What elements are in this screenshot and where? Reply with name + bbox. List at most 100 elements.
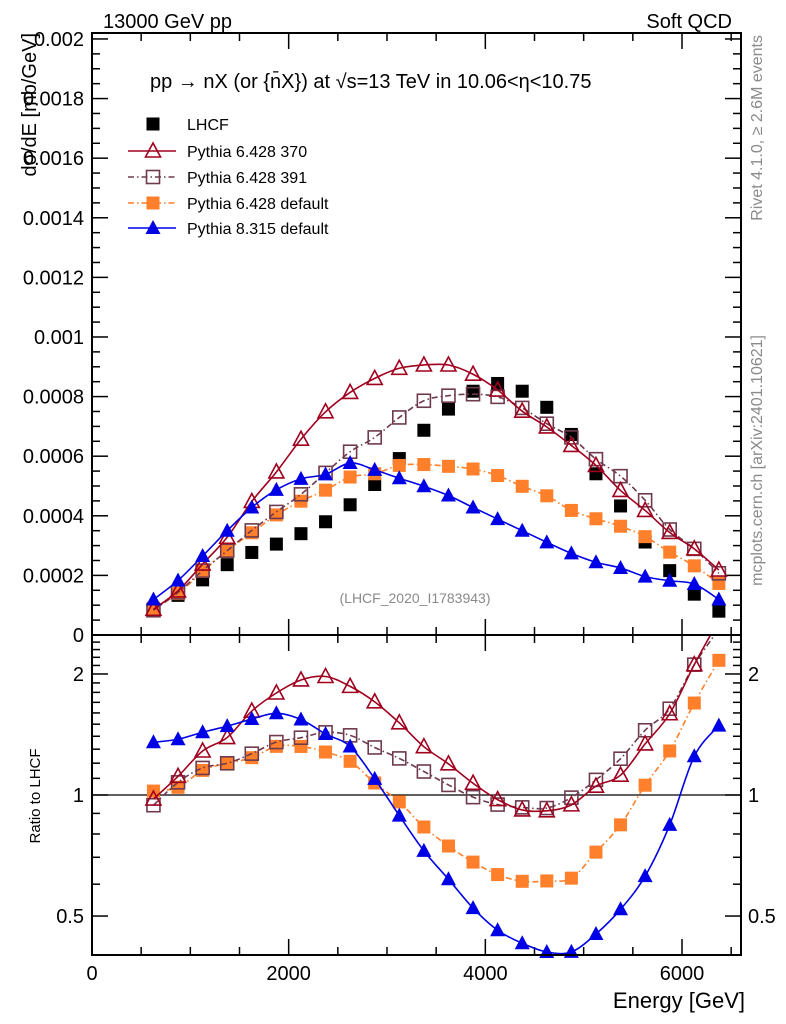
ratio-point-pythia-6-428-391 [613, 751, 628, 767]
ratio-point-pythia-8-315-default [145, 734, 161, 749]
ratio-point-pythia-8-315-default [268, 705, 284, 720]
data-point-pythia-6-428-391 [391, 410, 407, 425]
ratio-point-pythia-6-428-370 [636, 734, 654, 751]
ratio-point-pythia-8-315-default [613, 901, 629, 916]
ratio-point-pythia-6-428-default [515, 874, 529, 888]
y-tick-label: 0.0014 [23, 208, 84, 230]
ratio-point-pythia-6-428-370 [488, 789, 507, 807]
data-point-pythia-6-428-370 [292, 429, 310, 447]
mcplots-note: mcplots.cern.ch [arXiv:2401.10621] [749, 335, 766, 586]
data-point-pythia-6-428-391 [490, 389, 505, 405]
data-point-pythia-6-428-default [589, 512, 603, 526]
legend-label-pythia-6-428-370: Pythia 6.428 370 [187, 144, 307, 161]
ratio-point-pythia-8-315-default [342, 738, 358, 753]
ratio-point-pythia-6-428-default [319, 745, 333, 759]
ratio-point-pythia-8-315-default [662, 816, 678, 831]
data-point-pythia-8-315-default [170, 572, 186, 587]
ratio-point-pythia-6-428-370 [439, 754, 458, 771]
data-point-pythia-8-315-default [465, 499, 481, 514]
ratio-point-pythia-6-428-391 [293, 730, 309, 746]
data-point-pythia-6-428-default [319, 483, 333, 497]
main-y-axis-label: dσ/dE [mb/GeV] [19, 33, 41, 177]
data-point-pythia-6-428-default [343, 470, 357, 484]
ratio-y-tick-label-left: 0.5 [56, 906, 84, 928]
ratio-point-pythia-8-315-default [367, 770, 383, 785]
ratio-point-pythia-8-315-default [244, 711, 260, 726]
data-point-pythia-6-428-391 [564, 430, 579, 445]
ratio-point-pythia-6-428-default [196, 763, 210, 777]
data-point-pythia-8-315-default [637, 568, 653, 583]
ratio-point-pythia-8-315-default [686, 748, 702, 763]
ratio-y-tick-label-left: 1 [73, 785, 84, 807]
data-point-pythia-6-428-370 [390, 358, 409, 376]
data-point-pythia-8-315-default [686, 576, 702, 591]
data-point-lhcf [515, 384, 529, 398]
y-tick-label: 0.0008 [23, 387, 84, 409]
data-point-pythia-6-428-default [392, 458, 406, 472]
y-tick-label: 0.0006 [23, 446, 84, 468]
data-point-pythia-8-315-default [613, 559, 629, 574]
ratio-point-pythia-6-428-default [564, 871, 578, 885]
ratio-line-pythia-6-428-default [153, 659, 720, 883]
data-point-pythia-8-315-default [244, 499, 260, 514]
ratio-point-pythia-8-315-default [170, 731, 186, 746]
data-point-pythia-8-315-default [711, 591, 727, 606]
data-point-pythia-6-428-default [441, 459, 455, 473]
ratio-point-pythia-6-428-default [540, 874, 554, 888]
data-point-pythia-6-428-370 [513, 401, 532, 418]
ratio-point-pythia-6-428-391 [367, 740, 383, 755]
ratio-point-pythia-6-428-370 [415, 736, 433, 754]
data-point-pythia-6-428-370 [685, 539, 704, 556]
data-point-pythia-6-428-391 [269, 504, 284, 520]
data-point-pythia-6-428-391 [514, 400, 530, 416]
data-point-pythia-6-428-370 [562, 435, 581, 453]
data-point-pythia-6-428-default [245, 526, 259, 540]
data-point-pythia-8-315-default [293, 470, 309, 485]
data-point-pythia-6-428-370 [144, 599, 163, 617]
data-point-pythia-8-315-default [367, 461, 383, 476]
main-plot-title: pp → nX (or {n̄X}) at √s=13 TeV in 10.06… [150, 70, 591, 93]
ratio-point-pythia-6-428-391 [219, 755, 235, 771]
data-point-pythia-6-428-370 [660, 522, 679, 540]
header-beam-label: 13000 GeV pp [103, 11, 232, 33]
ratio-point-pythia-8-315-default [293, 711, 309, 726]
y-tick-label: 0.0012 [23, 267, 84, 289]
legend-marker-pythia-6-428-391 [145, 169, 161, 185]
ratio-point-pythia-6-428-370 [341, 676, 359, 694]
ratio-point-pythia-6-428-370 [390, 713, 409, 730]
header-process-label: Soft QCD [646, 11, 732, 33]
data-point-pythia-6-428-370 [365, 368, 384, 386]
ratio-y-tick-label-left: 2 [73, 664, 84, 686]
y-tick-label: 0 [73, 625, 84, 647]
data-point-pythia-6-428-391 [441, 388, 456, 403]
ratio-point-pythia-6-428-370 [144, 789, 163, 806]
data-point-lhcf [319, 515, 333, 529]
ratio-point-pythia-6-428-default [663, 744, 677, 758]
ratio-point-pythia-6-428-default [220, 756, 234, 770]
data-point-pythia-6-428-391 [465, 386, 481, 402]
data-point-pythia-8-315-default [318, 466, 334, 481]
ratio-point-pythia-6-428-370 [660, 704, 679, 721]
data-point-pythia-8-315-default [490, 511, 506, 526]
x-tick-label: 4000 [463, 963, 508, 985]
data-point-lhcf [441, 402, 455, 416]
data-point-pythia-8-315-default [416, 478, 432, 493]
ratio-line-pythia-8-315-default [153, 712, 720, 955]
ratio-point-pythia-6-428-default [392, 795, 406, 809]
x-tick-label: 6000 [660, 963, 705, 985]
ratio-point-pythia-8-315-default [514, 935, 530, 950]
data-point-lhcf [466, 384, 480, 398]
data-point-pythia-8-315-default [268, 481, 284, 496]
ratio-point-pythia-6-428-default [687, 696, 701, 710]
y-tick-label: 0.001 [34, 327, 84, 349]
ratio-point-pythia-6-428-default [589, 845, 603, 859]
y-tick-label: 0.0018 [23, 89, 84, 111]
y-tick-label: 0.0004 [23, 506, 84, 528]
ratio-point-pythia-8-315-default [391, 807, 407, 822]
data-point-pythia-6-428-default [564, 503, 578, 517]
data-point-pythia-6-428-370 [464, 364, 482, 382]
ratio-point-pythia-6-428-default [441, 839, 455, 853]
ratio-point-pythia-6-428-default [614, 818, 628, 832]
data-point-pythia-6-428-391 [293, 487, 309, 502]
ratio-point-pythia-6-428-370 [365, 692, 384, 709]
